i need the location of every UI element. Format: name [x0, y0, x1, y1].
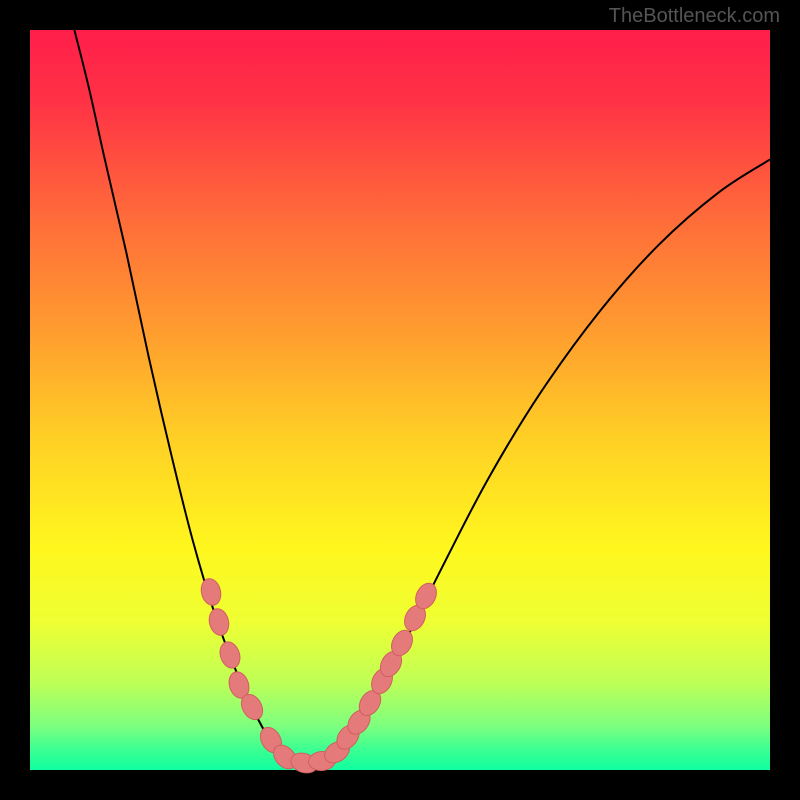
watermark-text: TheBottleneck.com: [609, 5, 780, 28]
plot-area: [30, 30, 770, 770]
